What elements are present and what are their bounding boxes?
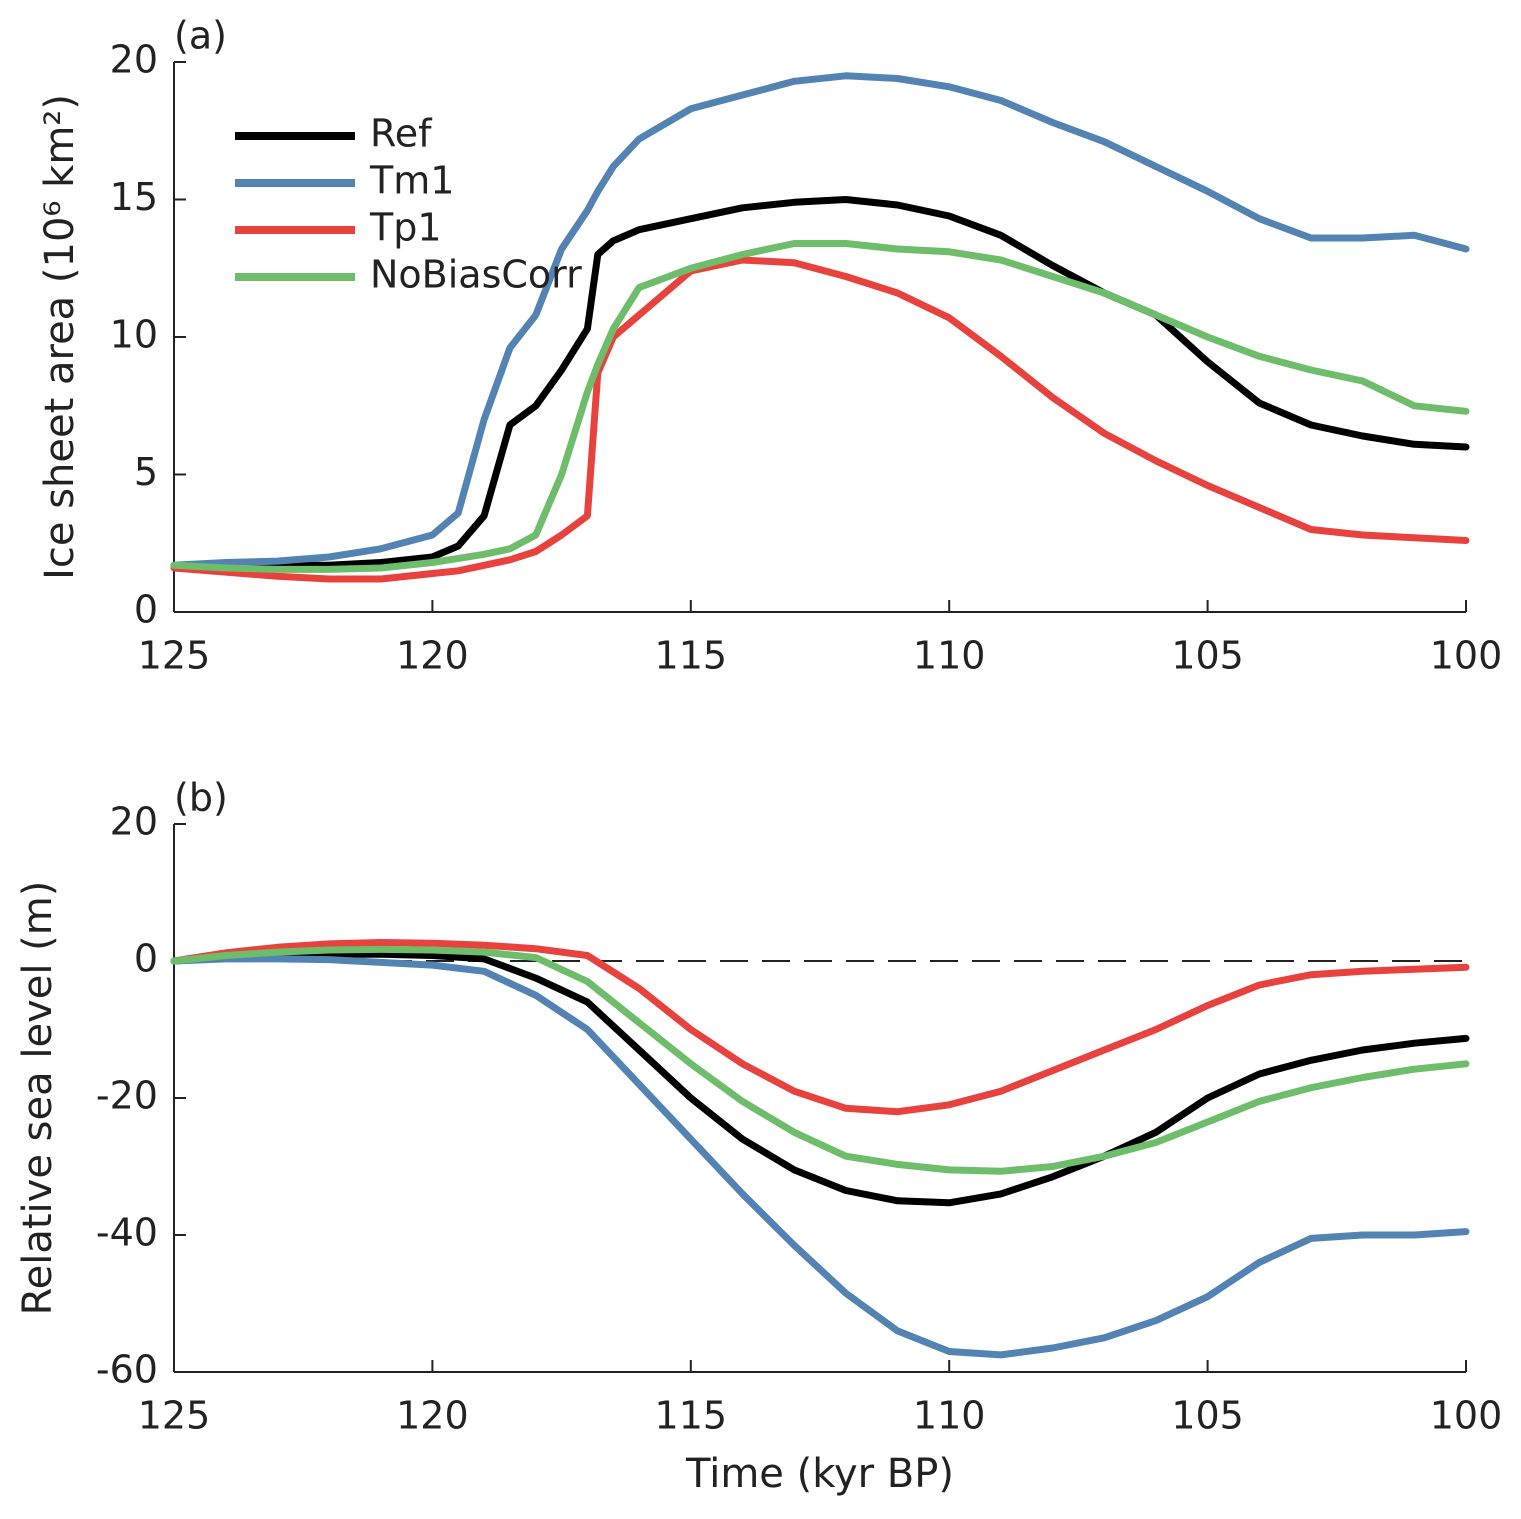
legend-label: Tm1	[369, 159, 454, 203]
data-line	[170, 256, 1470, 583]
legend-label: Tp1	[369, 206, 442, 250]
y-tick-label: -40	[96, 1211, 158, 1255]
y-tick-label: 20	[110, 38, 158, 82]
data-line	[170, 945, 1470, 1175]
data-line	[170, 196, 1470, 572]
panel-label: (b)	[174, 776, 228, 820]
data-line	[170, 939, 1470, 1116]
x-tick-label: 115	[655, 1394, 728, 1438]
y-tick-label: 0	[134, 937, 158, 981]
x-tick-label: 110	[913, 1394, 986, 1438]
x-tick-label: 120	[396, 1394, 469, 1438]
y-tick-label: 15	[110, 175, 158, 219]
y-tick-label: 0	[134, 588, 158, 632]
y-tick-label: 10	[110, 313, 158, 357]
x-tick-label: 100	[1430, 1394, 1503, 1438]
x-tick-label: 125	[138, 1394, 211, 1438]
x-tick-label: 125	[138, 634, 211, 678]
y-tick-label: -60	[96, 1348, 158, 1392]
y-tick-label: 5	[134, 450, 158, 494]
y-axis-label: Relative sea level (m)	[15, 881, 61, 1316]
legend-label: NoBiasCorr	[370, 253, 582, 297]
x-tick-label: 120	[396, 634, 469, 678]
y-axis-label: Ice sheet area (10⁶ km²)	[37, 94, 83, 580]
panel-label: (a)	[174, 14, 227, 58]
x-axis-label: Time (kyr BP)	[685, 1451, 954, 1497]
y-tick-label: -20	[96, 1074, 158, 1118]
x-tick-label: 115	[655, 634, 728, 678]
x-tick-label: 110	[913, 634, 986, 678]
data-line	[170, 955, 1470, 1359]
legend-label: Ref	[370, 112, 433, 156]
data-line	[170, 950, 1470, 1207]
data-line	[170, 240, 1470, 573]
x-tick-label: 105	[1171, 1394, 1244, 1438]
x-tick-label: 100	[1430, 634, 1503, 678]
y-tick-label: 20	[110, 800, 158, 844]
x-tick-label: 105	[1171, 634, 1244, 678]
data-line	[170, 72, 1470, 569]
